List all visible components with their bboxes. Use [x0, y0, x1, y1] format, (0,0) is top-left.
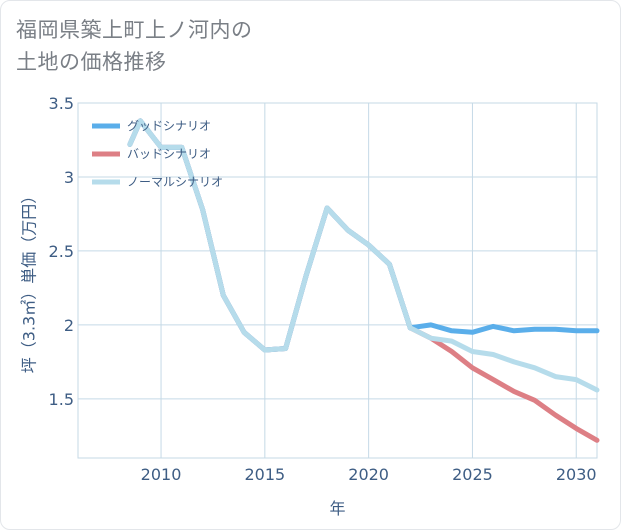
grid: [78, 102, 597, 458]
series-line-bad: [127, 118, 600, 443]
x-tick-label: 2020: [348, 465, 389, 484]
x-axis-label: 年: [329, 499, 345, 518]
y-tick-label: 1.5: [49, 390, 74, 409]
y-tick-label: 3.5: [49, 94, 74, 113]
x-tick-label: 2025: [452, 465, 493, 484]
x-tick-label: 2030: [556, 465, 597, 484]
series-lines: [127, 118, 600, 443]
chart-title-line-2: 土地の価格推移: [16, 50, 167, 74]
tick-labels: 2010 2015 2020 2025 2030 1.5 2 2.5 3 3.5: [49, 94, 597, 484]
chart-title: 福岡県築上町上ノ河内の 土地の価格推移: [16, 14, 416, 78]
x-tick-label: 2010: [141, 465, 182, 484]
legend-label-good: グッドシナリオ: [127, 119, 211, 133]
legend-label-bad: バッドシナリオ: [127, 147, 211, 161]
legend-label-normal: ノーマルシナリオ: [127, 175, 223, 189]
y-axis-label: 坪（3.3㎡）単価（万円）: [20, 188, 39, 373]
y-tick-label: 2: [64, 316, 74, 335]
y-tick-label: 2.5: [49, 242, 74, 261]
chart-title-line-1: 福岡県築上町上ノ河内の: [16, 18, 253, 42]
x-tick-label: 2015: [244, 465, 285, 484]
series-line-normal: [127, 118, 600, 393]
y-tick-label: 3: [64, 168, 74, 187]
